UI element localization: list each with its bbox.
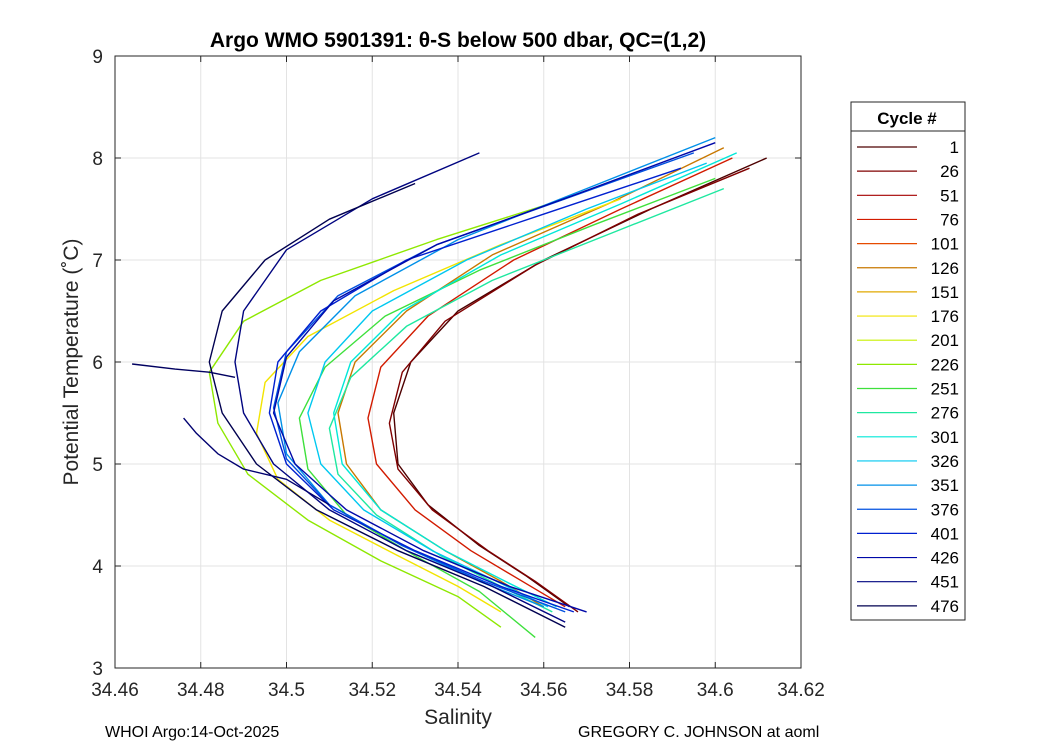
series-line (234, 152, 566, 623)
series-line (388, 167, 750, 613)
legend-label: 476 (931, 597, 959, 616)
legend-label: 126 (931, 259, 959, 278)
y-tick-label: 6 (92, 353, 103, 374)
y-tick-label: 7 (92, 251, 103, 272)
legend-label: 251 (931, 380, 959, 399)
x-tick-label: 34.62 (777, 680, 825, 701)
x-tick-label: 34.6 (697, 680, 734, 701)
y-tick-label: 8 (92, 149, 103, 170)
series-line (132, 363, 236, 378)
series-line (183, 417, 330, 506)
footer-author: GREGORY C. JOHNSON at aoml (578, 724, 820, 741)
series-line (298, 177, 716, 638)
legend-label: 351 (931, 476, 959, 495)
x-tick-label: 34.52 (348, 680, 396, 701)
axis-ticks: 34.46 34.48 34.5 34.52 34.54 34.56 34.58 34.6 34… (91, 47, 825, 701)
series-line (272, 142, 716, 613)
y-tick-label: 4 (92, 557, 103, 578)
x-tick-label: 34.5 (268, 680, 305, 701)
y-tick-label: 3 (92, 659, 103, 680)
legend-label: 376 (931, 500, 959, 519)
y-tick-label: 9 (92, 47, 103, 68)
x-tick-label: 34.46 (91, 680, 139, 701)
legend-label: 151 (931, 283, 959, 302)
legend-label: 51 (940, 186, 959, 205)
series-line (208, 198, 566, 628)
legend-label: 76 (940, 210, 959, 229)
series-lines (132, 136, 767, 638)
x-tick-label: 34.54 (434, 680, 482, 701)
x-tick-label: 34.48 (177, 680, 225, 701)
x-tick-label: 34.56 (520, 680, 568, 701)
x-tick-label: 34.58 (606, 680, 654, 701)
legend-label: 301 (931, 428, 959, 447)
series-line (268, 167, 682, 613)
grid-lines (115, 56, 801, 668)
legend-label: 26 (940, 162, 959, 181)
y-axis-label: Potential Temperature (˚C) (60, 238, 83, 485)
legend-label: 1 (950, 138, 959, 157)
chart-title: Argo WMO 5901391: θ-S below 500 dbar, QC… (210, 29, 706, 52)
legend-label: 176 (931, 307, 959, 326)
legend-label: 326 (931, 452, 959, 471)
series-line (208, 182, 566, 628)
series-line (307, 162, 707, 608)
legend-title: Cycle # (877, 109, 937, 128)
legend: Cycle # 12651761011261511762012262512763… (850, 101, 966, 621)
legend-entries: 1265176101126151176201226251276301326351… (857, 138, 959, 616)
series-line (333, 152, 737, 608)
legend-label: 426 (931, 549, 959, 568)
footer-credit: WHOI Argo:14-Oct-2025 (105, 724, 280, 741)
legend-label: 451 (931, 573, 959, 592)
x-axis-label: Salinity (424, 706, 492, 729)
legend-label: 401 (931, 524, 959, 543)
legend-label: 201 (931, 331, 959, 350)
series-line (255, 198, 622, 613)
legend-label: 101 (931, 235, 959, 254)
y-tick-label: 5 (92, 455, 103, 476)
legend-label: 226 (931, 355, 959, 374)
legend-label: 276 (931, 404, 959, 423)
